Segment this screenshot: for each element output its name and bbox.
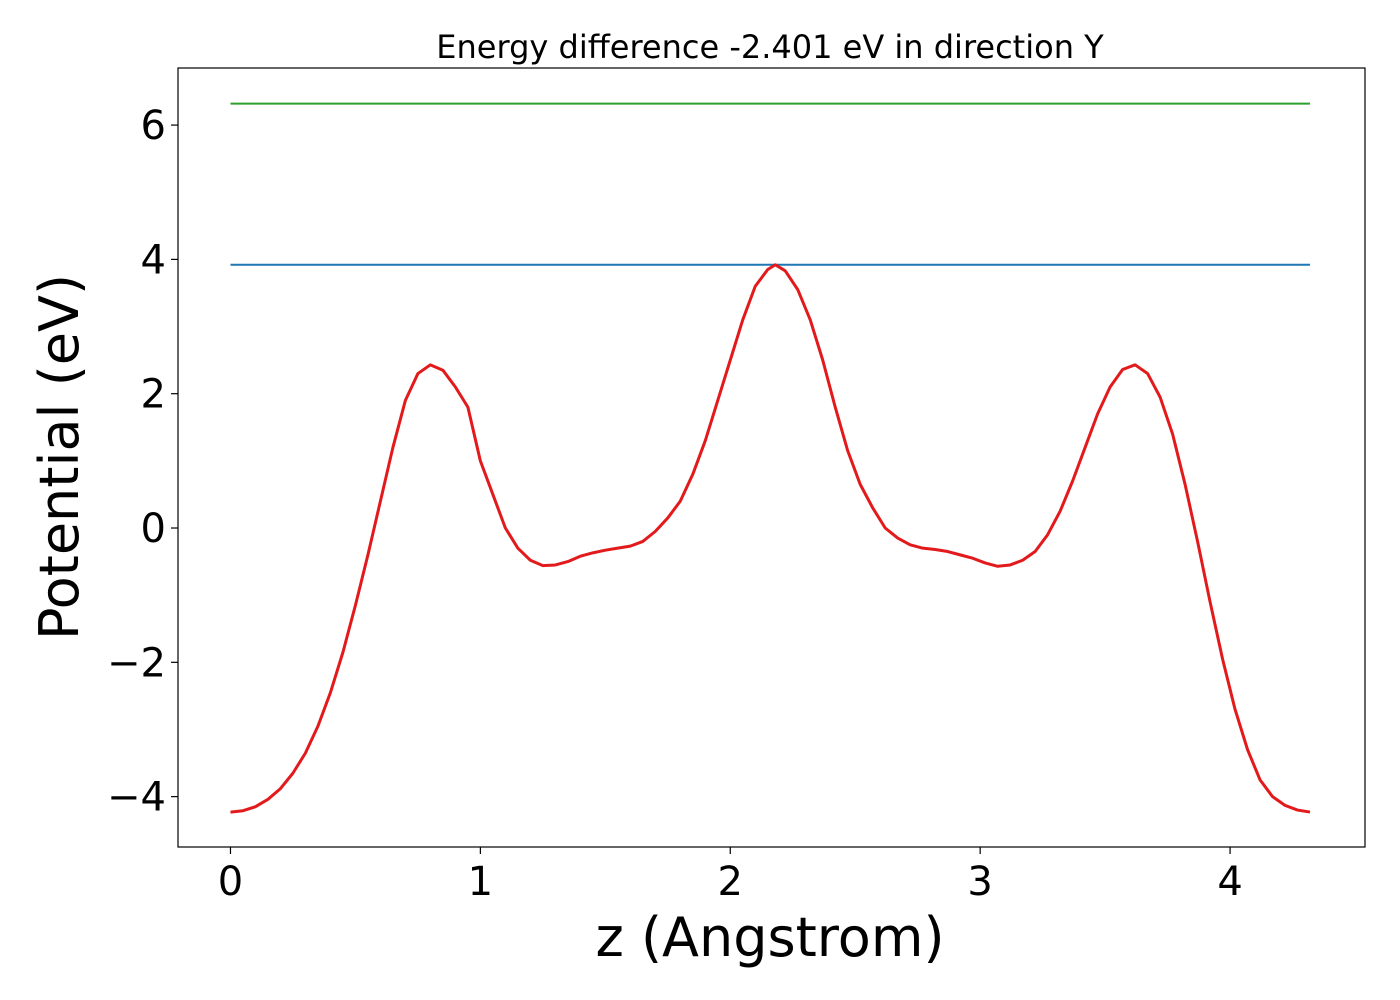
x-axis-label: z (Angstrom) xyxy=(595,906,944,969)
series-layer xyxy=(230,102,1311,814)
x-tick-label: 0 xyxy=(218,859,243,905)
y-axis-label: Potential (eV) xyxy=(28,274,91,640)
chart-title: Energy difference -2.401 eV in direction… xyxy=(436,28,1104,66)
y-tick-label: −4 xyxy=(107,775,166,821)
x-tick-label: 2 xyxy=(718,859,743,905)
plot-frame xyxy=(177,67,1366,848)
x-tick-label: 1 xyxy=(468,859,493,905)
y-tick-label: 4 xyxy=(141,237,166,283)
y-tick-label: 6 xyxy=(141,103,166,149)
x-axis-ticks: 0 1 2 3 4 xyxy=(218,847,1243,905)
y-tick-label: 0 xyxy=(141,506,166,552)
y-tick-label: −2 xyxy=(107,640,166,686)
y-tick-label: 2 xyxy=(141,372,166,418)
y-axis-ticks: −4 −2 0 2 4 6 xyxy=(107,103,178,821)
x-tick-label: 3 xyxy=(967,859,992,905)
x-tick-label: 4 xyxy=(1217,859,1242,905)
series-line-2 xyxy=(230,263,1311,814)
